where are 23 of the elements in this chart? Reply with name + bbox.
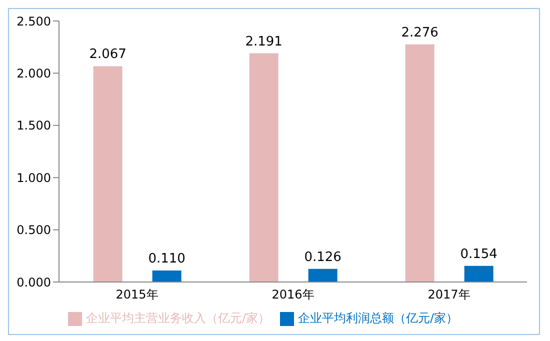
x-tick-label: 2017年 [428,288,470,302]
bar [152,270,182,282]
data-label: 0.110 [148,252,186,267]
bar [249,53,278,282]
bar [308,268,338,282]
x-tick-label: 2016年 [272,288,314,302]
y-tick-label: 2.000 [16,66,51,80]
data-label: 2.067 [89,47,126,62]
y-tick-label: 2.500 [16,14,51,28]
data-label: 0.126 [304,250,342,265]
bar [405,44,434,282]
x-tick-label: 2015年 [116,288,158,302]
legend-label: 企业平均主营业务收入（亿元/家） [86,311,270,325]
data-label: 2.191 [245,34,282,50]
y-tick-label: 0.000 [16,275,51,290]
data-label: 2.276 [401,25,438,40]
data-label: 0.154 [460,246,498,262]
bar [464,266,494,282]
y-tick-label: 0.500 [16,223,51,238]
y-tick-label: 1.000 [16,170,51,185]
bar [93,66,122,282]
y-tick-label: 1.500 [16,118,51,133]
legend-label: 企业平均利润总额（亿元/家） [298,311,458,325]
